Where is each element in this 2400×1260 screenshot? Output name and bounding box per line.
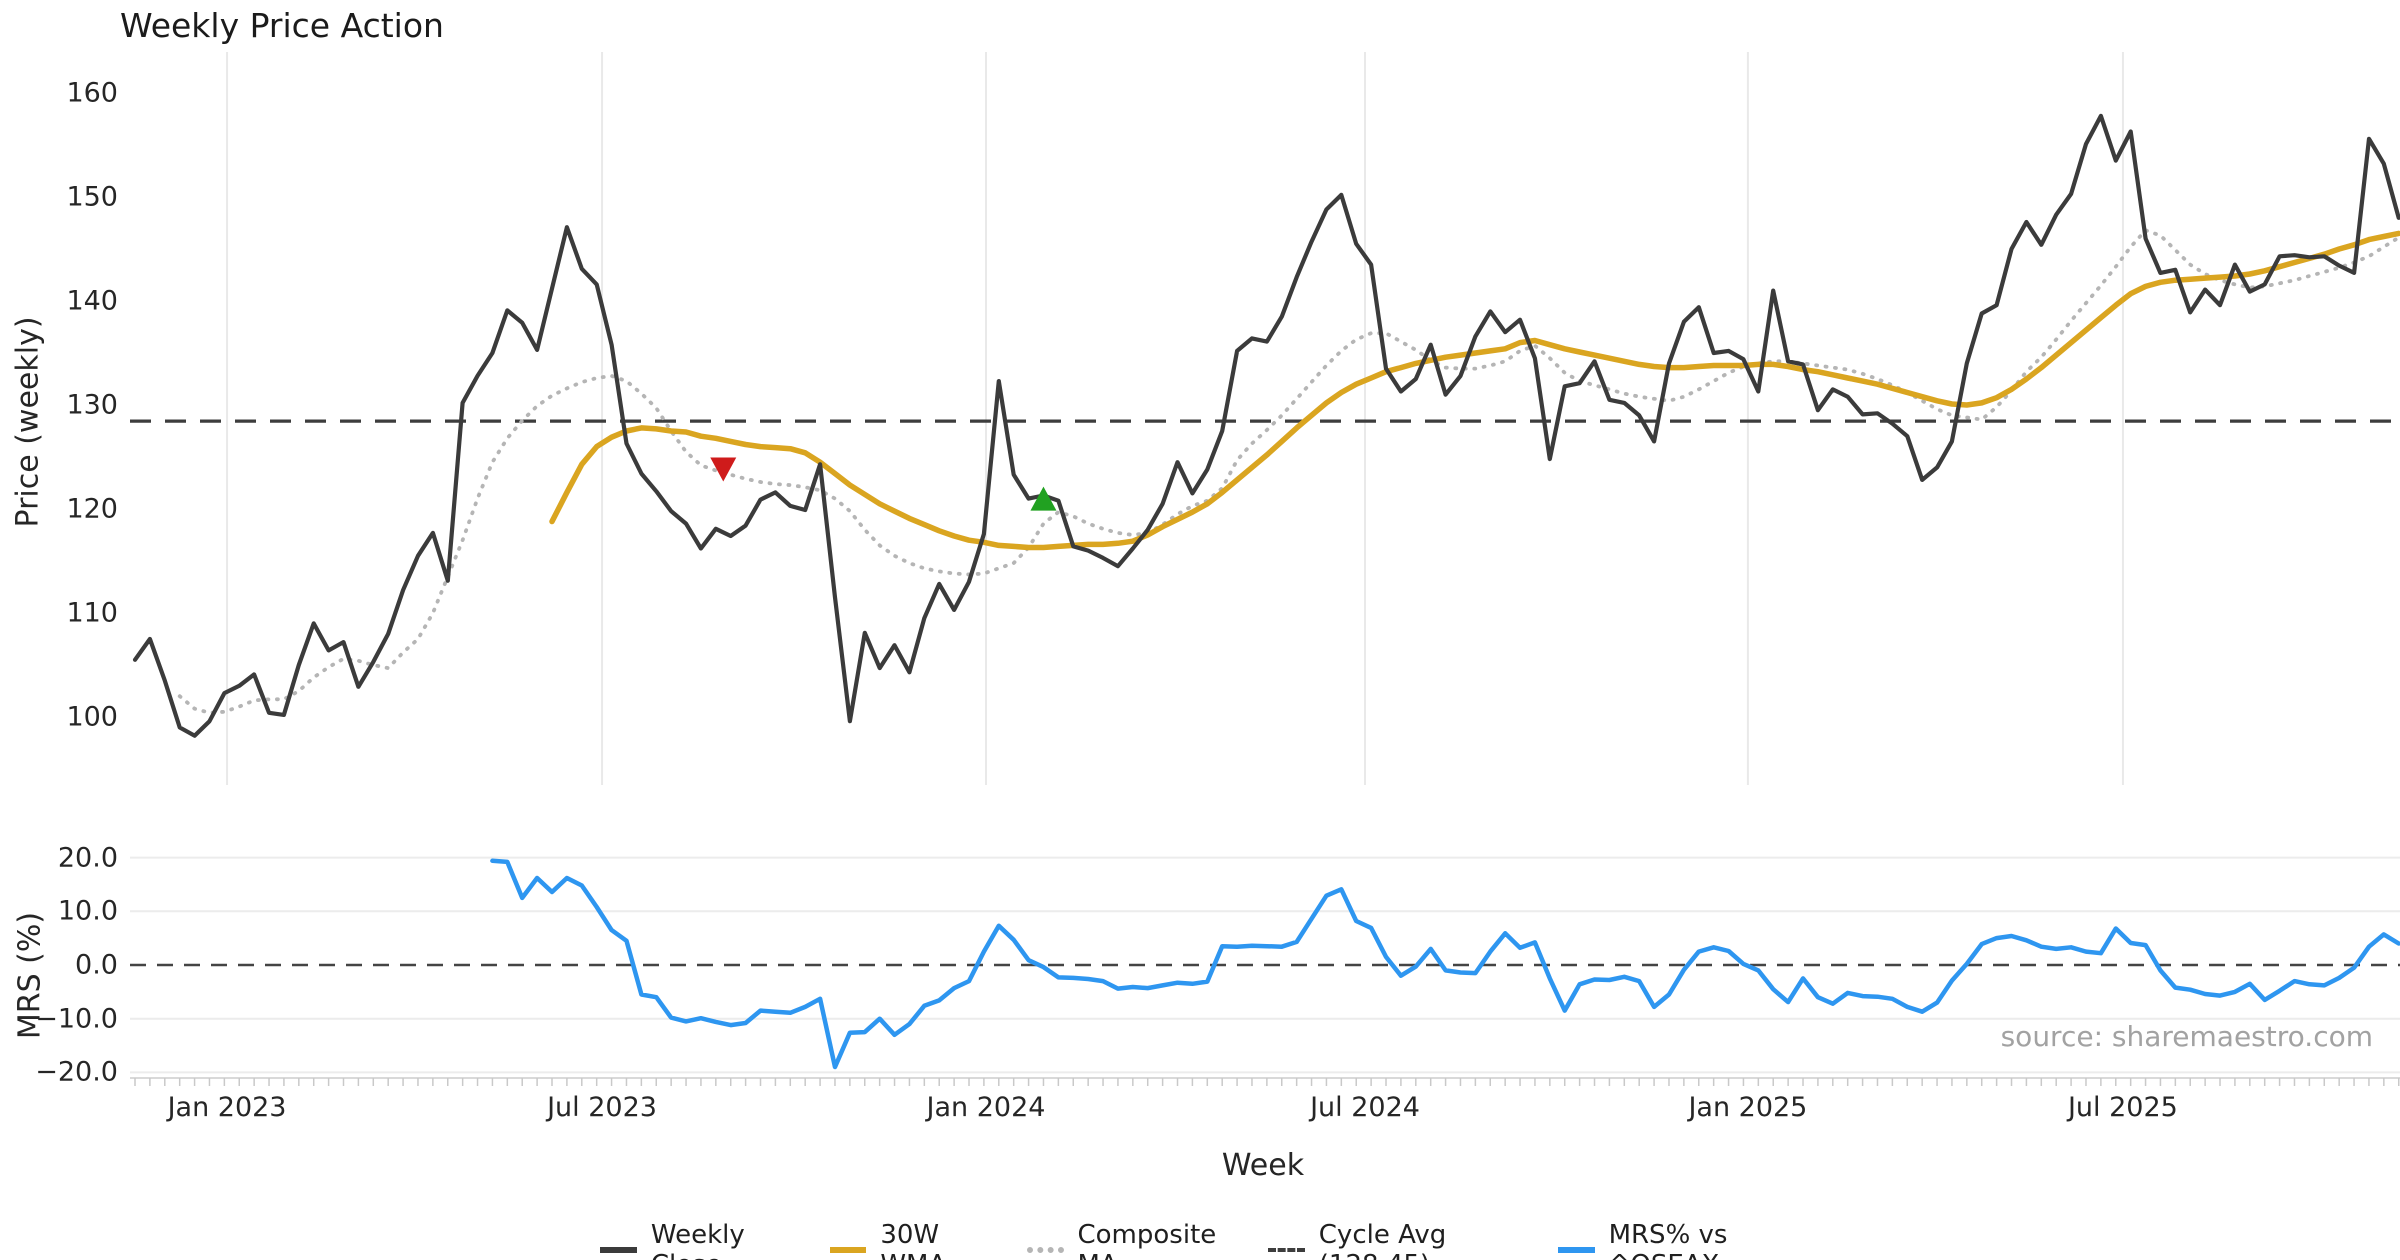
price-ytick-label: 150 bbox=[66, 181, 118, 213]
x-tick-label: Jan 2024 bbox=[926, 1092, 1046, 1123]
weekly-close-line bbox=[132, 113, 2400, 738]
legend-label: Cycle Avg (128.45) bbox=[1318, 1220, 1447, 1260]
x-tick-label: Jul 2025 bbox=[2067, 1092, 2178, 1123]
buy-signal-marker bbox=[1030, 486, 1057, 511]
legend-label: 30W WMA bbox=[880, 1220, 946, 1260]
mrs-ytick-label: 10.0 bbox=[57, 895, 118, 927]
composite-ma-line-swatch bbox=[1026, 1247, 1064, 1253]
weekly-close-line-swatch bbox=[600, 1247, 637, 1253]
price-ytick-label: 120 bbox=[66, 493, 118, 525]
mrs-line bbox=[490, 858, 2400, 1070]
legend-item-30w-wma: 30W WMA bbox=[829, 1220, 987, 1260]
x-axis-label: Week bbox=[1221, 1148, 1305, 1183]
x-tick-label: Jul 2023 bbox=[547, 1092, 657, 1123]
x-tick-label: Jan 2023 bbox=[167, 1092, 287, 1123]
legend-label: Weekly Close bbox=[650, 1220, 745, 1260]
x-tick-label: Jul 2024 bbox=[1310, 1092, 1420, 1123]
cycle-avg-line-swatch bbox=[1267, 1248, 1305, 1252]
wma-line bbox=[549, 230, 2400, 551]
wma-line-swatch bbox=[829, 1247, 867, 1253]
legend: Weekly Close 30W WMA Composite MA Cycle … bbox=[600, 1220, 1800, 1260]
mrs-ytick-label: −20.0 bbox=[35, 1056, 118, 1088]
price-ytick-label: 140 bbox=[66, 285, 118, 317]
price-ytick-label: 110 bbox=[66, 597, 118, 629]
x-tick-label: Jan 2025 bbox=[1688, 1092, 1808, 1123]
mrs-ytick-label: 0.0 bbox=[75, 949, 118, 981]
price-ytick-label: 160 bbox=[66, 77, 118, 109]
sell-signal-marker bbox=[710, 457, 737, 482]
legend-label: Composite MA bbox=[1077, 1220, 1217, 1260]
chart-title: Weekly Price Action bbox=[120, 6, 444, 45]
legend-item-mrs: MRS% vs ^OSEAX bbox=[1557, 1220, 1800, 1260]
price-ytick-label: 130 bbox=[66, 389, 118, 421]
mrs-ytick-label: 20.0 bbox=[57, 842, 118, 874]
legend-item-cycle-avg: Cycle Avg (128.45) bbox=[1267, 1220, 1518, 1260]
price-ytick-label: 100 bbox=[66, 701, 118, 733]
legend-item-composite-ma: Composite MA bbox=[1026, 1220, 1228, 1260]
composite-ma-line bbox=[177, 228, 2400, 715]
legend-label: MRS% vs ^OSEAX bbox=[1608, 1220, 1728, 1260]
mrs-line-swatch bbox=[1557, 1247, 1595, 1253]
legend-item-weekly-close: Weekly Close bbox=[600, 1220, 790, 1260]
source-note: source: sharemaestro.com bbox=[2000, 1020, 2373, 1053]
mrs-ytick-label: −10.0 bbox=[35, 1003, 118, 1035]
